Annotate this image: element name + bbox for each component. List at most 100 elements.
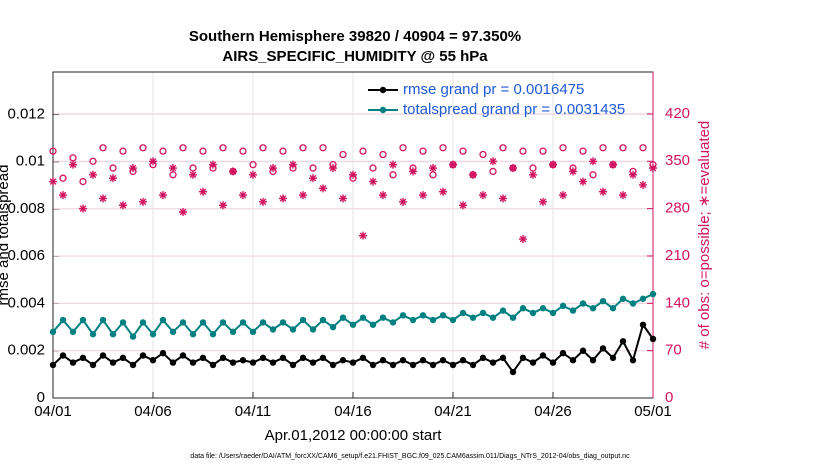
- data-point: [179, 319, 187, 326]
- data-point: [639, 321, 647, 328]
- evaluated-obs-marker: [249, 170, 257, 179]
- evaluated-obs-marker: [509, 164, 517, 173]
- evaluated-obs-marker: [129, 164, 137, 173]
- data-point: [219, 354, 227, 362]
- data-point: [59, 352, 67, 359]
- evaluated-obs-marker: [409, 167, 417, 176]
- possible-obs-marker: [479, 150, 487, 159]
- data-point: [49, 328, 57, 336]
- data-point: [119, 319, 127, 326]
- evaluated-obs-marker: [479, 191, 487, 200]
- data-point: [379, 357, 387, 364]
- data-point: [389, 319, 397, 326]
- possible-obs-marker: [499, 144, 507, 152]
- evaluated-obs-marker: [189, 170, 197, 179]
- possible-obs-marker: [369, 164, 377, 172]
- evaluated-obs-marker: [519, 235, 527, 244]
- evaluated-obs-marker: [339, 194, 347, 203]
- legend-marker: [379, 86, 387, 94]
- x-tick-label: 05/01: [634, 403, 672, 420]
- data-point: [229, 359, 237, 366]
- evaluated-obs-marker: [439, 187, 447, 196]
- data-point: [399, 357, 407, 364]
- data-point: [419, 357, 427, 364]
- data-point: [169, 328, 177, 336]
- evaluated-obs-marker: [379, 191, 387, 200]
- evaluated-obs-marker: [239, 191, 247, 200]
- evaluated-obs-marker: [499, 194, 507, 203]
- footer: data file: /Users/raeder/DAI/ATM_forcXX/…: [190, 453, 630, 460]
- data-point: [569, 307, 577, 314]
- data-point: [349, 321, 357, 328]
- possible-obs-marker: [49, 147, 57, 155]
- possible-obs-marker: [199, 147, 207, 155]
- y-tick-label: 0.002: [7, 342, 45, 359]
- data-point: [209, 361, 217, 369]
- evaluated-obs-marker: [49, 177, 57, 186]
- data-point: [139, 352, 147, 359]
- data-point: [79, 316, 87, 324]
- data-point: [89, 361, 97, 369]
- evaluated-obs-marker: [609, 160, 617, 169]
- possible-obs-marker: [279, 147, 287, 155]
- data-point: [379, 314, 387, 321]
- data-point: [409, 316, 417, 324]
- data-point: [609, 305, 617, 312]
- y-tick-label: 0.01: [16, 153, 45, 170]
- data-point: [299, 316, 307, 324]
- x-tick-label: 04/16: [334, 403, 372, 420]
- data-point: [259, 319, 267, 326]
- data-point: [559, 349, 567, 357]
- evaluated-obs-marker: [59, 191, 67, 200]
- data-point: [69, 328, 77, 336]
- y2-axis-label: # of obs: o=possible; ∗=evaluated: [696, 121, 713, 350]
- chart-subtitle: AIRS_SPECIFIC_HUMIDITY @ 55 hPa: [222, 48, 488, 65]
- possible-obs-marker: [109, 164, 117, 172]
- data-point: [199, 319, 207, 326]
- evaluated-obs-marker: [419, 191, 427, 200]
- data-point: [529, 309, 537, 317]
- evaluated-obs-marker: [549, 160, 557, 169]
- possible-obs-marker: [559, 144, 567, 152]
- evaluated-obs-marker: [299, 191, 307, 200]
- data-point: [489, 359, 497, 366]
- data-point: [329, 323, 337, 331]
- evaluated-obs-marker: [569, 167, 577, 176]
- x-tick-label: 04/11: [235, 403, 271, 420]
- y2-tick-label: 210: [665, 247, 690, 264]
- data-point: [609, 354, 617, 362]
- evaluated-obs-marker: [559, 191, 567, 200]
- data-point: [629, 300, 637, 307]
- data-point: [439, 312, 447, 319]
- data-point: [279, 354, 287, 362]
- x-tick-label: 04/21: [434, 403, 472, 420]
- data-point: [309, 326, 317, 333]
- data-point: [189, 359, 197, 366]
- evaluated-obs-marker: [199, 187, 207, 196]
- data-point: [449, 361, 457, 369]
- evaluated-obs-marker: [469, 170, 477, 179]
- data-point: [389, 361, 397, 369]
- data-point: [579, 300, 587, 307]
- legend-label: totalspread grand pr = 0.0031435: [403, 101, 625, 118]
- data-point: [369, 321, 377, 328]
- evaluated-obs-marker: [649, 164, 657, 173]
- data-point: [259, 354, 267, 362]
- possible-obs-marker: [219, 144, 227, 152]
- data-point: [409, 361, 417, 369]
- data-point: [109, 359, 117, 366]
- evaluated-obs-marker: [89, 170, 97, 179]
- evaluated-obs-marker: [169, 164, 177, 173]
- data-point: [199, 354, 207, 362]
- evaluated-obs-marker: [219, 201, 227, 210]
- evaluated-obs-marker: [289, 160, 297, 169]
- data-point: [519, 354, 527, 362]
- evaluated-obs-marker: [179, 208, 187, 217]
- data-point: [519, 305, 527, 312]
- possible-obs-marker: [599, 144, 607, 152]
- data-point: [339, 314, 347, 321]
- data-point: [499, 354, 507, 362]
- data-point: [499, 307, 507, 314]
- evaluated-obs-marker: [279, 194, 287, 203]
- data-point: [239, 357, 247, 364]
